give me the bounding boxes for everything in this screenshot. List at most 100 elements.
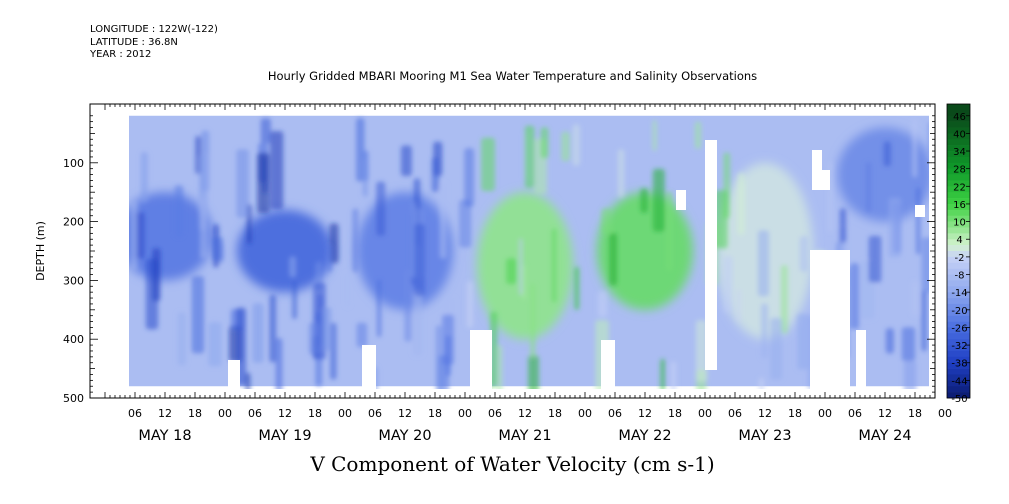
colorbar-swatch: [947, 327, 970, 334]
texture-streak: [927, 122, 929, 155]
x-tick-label: 06: [848, 407, 862, 420]
x-day-label: MAY 23: [738, 428, 791, 444]
x-day-label: MAY 18: [138, 428, 191, 444]
colorbar-swatch: [947, 162, 970, 169]
texture-streak: [670, 361, 677, 389]
colorbar-swatch: [947, 239, 970, 246]
velocity-core-may-19: [237, 209, 333, 293]
texture-streak: [330, 322, 337, 380]
x-axis: 06 12 18 00 06 12 18 00 06 12 18 00 06 12 18 00 06 12 18 00…: [104, 104, 952, 444]
texture-streak: [260, 118, 271, 144]
texture-streak: [356, 118, 365, 182]
texture-streak: [208, 322, 222, 367]
texture-streak: [345, 272, 350, 307]
x-tick-label: 18: [188, 407, 202, 420]
texture-streak: [530, 283, 536, 359]
texture-streak: [352, 208, 359, 273]
colorbar-swatch: [947, 109, 970, 117]
y-tick-label: 200: [63, 216, 84, 229]
colorbar-label: -20: [951, 306, 967, 317]
colorbar-label: 10: [953, 218, 966, 229]
colorbar-swatch: [947, 392, 970, 399]
texture-streak: [694, 121, 702, 149]
texture-streak: [849, 263, 860, 330]
texture-streak: [540, 127, 549, 159]
y-tick-label: 400: [63, 333, 84, 346]
x-tick-label: 18: [908, 407, 922, 420]
colorbar-swatch: [947, 298, 970, 305]
texture-streak: [518, 238, 523, 296]
x-day-label: MAY 21: [498, 428, 551, 444]
x-tick-label: 00: [818, 407, 832, 420]
texture-streak: [497, 344, 503, 389]
x-day-label: MAY 19: [258, 428, 311, 444]
texture-streak: [412, 290, 423, 356]
texture-streak: [269, 131, 284, 210]
texture-streak: [921, 290, 927, 352]
texture-streak: [695, 320, 708, 382]
x-tick-label: 18: [428, 407, 442, 420]
texture-streak: [736, 289, 742, 323]
colorbar-swatch: [947, 303, 970, 311]
x-tick-label: 18: [548, 407, 562, 420]
texture-streak: [912, 119, 918, 178]
texture-streak: [799, 236, 809, 272]
x-tick-label: 00: [578, 407, 592, 420]
colorbar-label: -14: [951, 288, 967, 299]
y-tick-label: 500: [63, 392, 84, 405]
colorbar-label: 34: [953, 147, 966, 158]
colorbar-swatch: [947, 227, 970, 234]
texture-streak: [572, 124, 580, 166]
colorbar-swatch: [947, 274, 970, 281]
x-tick-label: 06: [368, 407, 382, 420]
colorbar-swatch: [947, 339, 970, 346]
texture-streak: [362, 158, 368, 197]
texture-streak: [211, 236, 224, 261]
colorbar-swatch: [947, 280, 970, 287]
colorbar-label: -38: [951, 359, 967, 370]
texture-streak: [660, 358, 666, 389]
x-day-label: MAY 22: [618, 428, 671, 444]
colorbar-swatch: [947, 215, 970, 222]
data-gap: [822, 170, 830, 190]
data-gap: [90, 104, 129, 398]
texture-streak: [737, 172, 745, 235]
texture-streak: [652, 168, 665, 232]
missing-data-gaps: [90, 104, 935, 398]
colorbar-swatch: [947, 374, 970, 381]
latitude-label: LATITUDE : 36.8N: [90, 36, 178, 48]
colorbar-label: 40: [953, 129, 966, 140]
metadata-block: LONGITUDE : 122W(-122) LATITUDE : 36.8N …: [90, 24, 218, 62]
colorbar-swatch: [947, 192, 970, 199]
x-day-label: MAY 24: [858, 428, 911, 444]
velocity-core-may-24: [837, 127, 929, 222]
texture-streak: [883, 141, 892, 167]
texture-streak: [911, 281, 919, 316]
data-gap: [129, 389, 935, 398]
texture-streak: [269, 294, 277, 363]
x-tick-label: 06: [128, 407, 142, 420]
velocity-field: [129, 115, 929, 389]
colorbar-swatch: [947, 315, 970, 322]
texture-streak: [400, 145, 412, 177]
colorbar-frame: [946, 103, 971, 399]
texture-streak: [130, 200, 138, 271]
texture-streak: [865, 161, 872, 213]
colorbar-swatch: [947, 151, 970, 158]
data-gap: [705, 140, 717, 370]
texture-streak: [177, 312, 187, 366]
colorbar-swatch: [947, 309, 970, 316]
colorbar-label: 28: [953, 165, 966, 176]
colorbar-swatch: [947, 174, 970, 181]
x-tick-label: 00: [458, 407, 472, 420]
colorbar-swatch: [947, 168, 970, 175]
colorbar-swatch: [947, 262, 970, 269]
texture-streak: [574, 266, 580, 311]
colorbar-label: -26: [951, 323, 967, 334]
data-gap: [129, 104, 929, 114]
colorbar-swatch: [947, 245, 970, 252]
texture-streak: [839, 208, 847, 243]
x-tick-label: 12: [278, 407, 292, 420]
x-tick-label: 00: [218, 407, 232, 420]
colorbar-swatch: [947, 198, 970, 205]
